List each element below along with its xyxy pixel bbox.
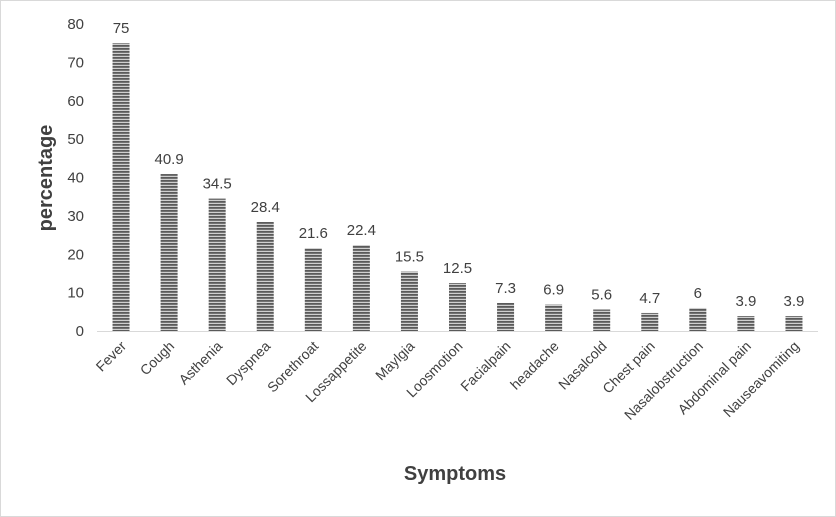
data-label: 22.4	[347, 222, 376, 239]
data-label: 28.4	[251, 199, 280, 216]
bar	[112, 43, 130, 331]
bar	[737, 316, 755, 331]
y-tick-label: 10	[67, 285, 84, 302]
y-axis-title: percentage	[35, 125, 57, 232]
bar	[497, 302, 515, 331]
y-tick-label: 0	[76, 323, 84, 340]
data-label: 40.9	[154, 151, 183, 168]
bar	[256, 222, 274, 331]
data-label: 7.3	[495, 280, 516, 297]
bars-group	[112, 43, 803, 331]
data-label: 6.9	[543, 282, 564, 299]
bar	[304, 248, 322, 331]
data-label: 3.9	[784, 293, 805, 310]
bar	[689, 307, 707, 331]
bar	[352, 245, 370, 331]
bar	[545, 304, 563, 331]
y-tick-label: 40	[67, 170, 84, 187]
y-tick-label: 20	[67, 246, 84, 263]
bar	[785, 316, 803, 331]
bar	[208, 198, 226, 331]
bar	[400, 271, 418, 331]
data-label: 6	[694, 285, 702, 302]
data-label: 21.6	[299, 225, 328, 242]
data-label: 5.6	[591, 287, 612, 304]
y-tick-label: 70	[67, 54, 84, 71]
y-tick-label: 60	[67, 93, 84, 110]
y-tick-label: 50	[67, 131, 84, 148]
data-label: 34.5	[203, 176, 232, 193]
bar	[449, 283, 466, 331]
x-axis-title: Symptoms	[404, 463, 506, 485]
data-label: 15.5	[395, 249, 424, 266]
data-labels-group: 75 40.9 34.5 28.4 21.6 22.4 15.5 12.5 7.3 6.9 5.6 4…	[113, 20, 805, 310]
data-label: 4.7	[639, 290, 660, 307]
bar	[641, 312, 659, 331]
bar	[593, 309, 611, 331]
bar	[160, 174, 178, 331]
y-tick-label: 80	[67, 16, 84, 33]
data-label: 12.5	[443, 260, 472, 277]
y-tick-label: 30	[67, 208, 84, 225]
data-label: 75	[113, 20, 130, 37]
data-label: 3.9	[735, 293, 756, 310]
y-axis-ticks: 0 10 20 30 40 50 60 70 80	[67, 16, 84, 340]
